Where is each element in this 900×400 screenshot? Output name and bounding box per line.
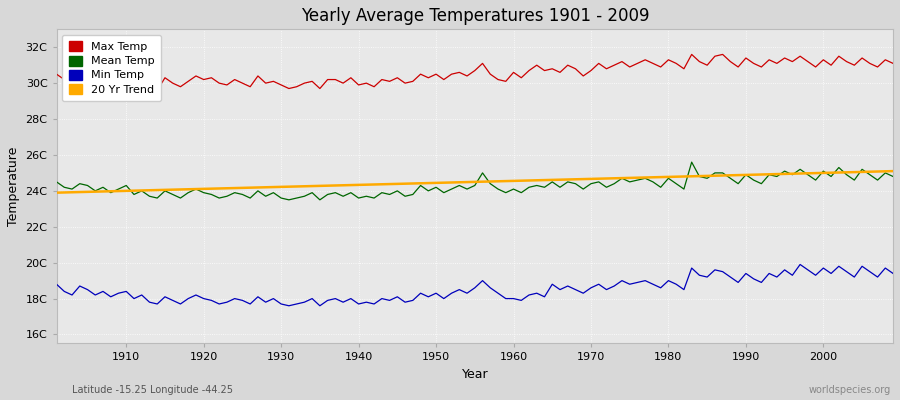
X-axis label: Year: Year <box>462 368 488 381</box>
Text: Latitude -15.25 Longitude -44.25: Latitude -15.25 Longitude -44.25 <box>72 385 233 395</box>
Y-axis label: Temperature: Temperature <box>7 147 20 226</box>
Title: Yearly Average Temperatures 1901 - 2009: Yearly Average Temperatures 1901 - 2009 <box>301 7 649 25</box>
Legend: Max Temp, Mean Temp, Min Temp, 20 Yr Trend: Max Temp, Mean Temp, Min Temp, 20 Yr Tre… <box>62 35 161 101</box>
Text: worldspecies.org: worldspecies.org <box>809 385 891 395</box>
